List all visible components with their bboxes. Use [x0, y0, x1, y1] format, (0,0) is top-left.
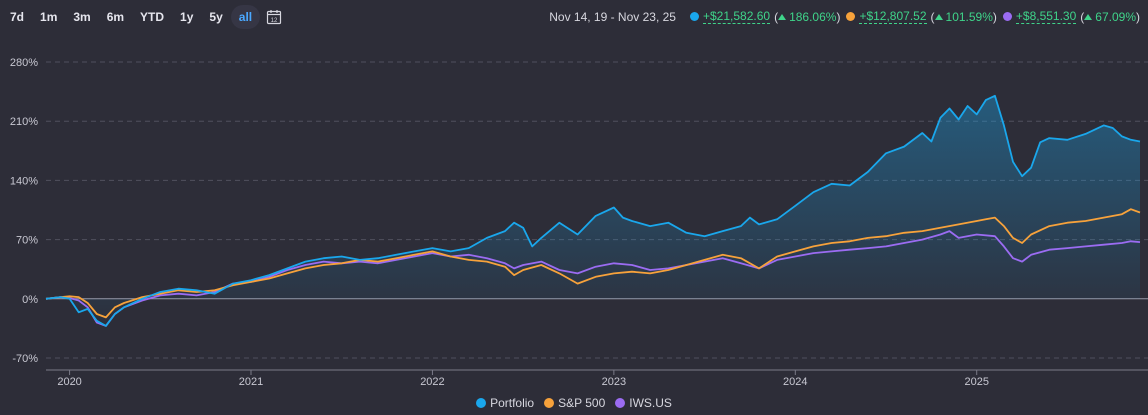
- legend-portfolio-dot-icon: [476, 398, 487, 408]
- iws-gain[interactable]: +$8,551.30: [1015, 9, 1077, 24]
- y-tick-label: 280%: [10, 57, 38, 69]
- range-3m-button[interactable]: 3m: [73, 10, 91, 24]
- toolbar: 7d 1m 3m 6m YTD 1y 5y all 12 Nov 14, 19 …: [0, 0, 1148, 34]
- legend-item-iws[interactable]: IWS.US: [615, 396, 672, 410]
- series-line-iws-us: [45, 230, 1141, 327]
- up-triangle-icon: [778, 13, 787, 20]
- legend-iws-dot-icon: [615, 398, 626, 408]
- range-5y-button[interactable]: 5y: [209, 10, 223, 24]
- summary-portfolio: +$21,582.60 (186.06%): [689, 9, 841, 24]
- x-tick-label: 2023: [602, 376, 626, 388]
- iws-dot-icon: [1002, 12, 1012, 21]
- series-area-0: [46, 95, 1140, 326]
- range-1m-button[interactable]: 1m: [40, 10, 58, 24]
- up-triangle-icon: [1084, 13, 1093, 20]
- x-tick-label: 2021: [239, 376, 263, 388]
- range-ytd-button[interactable]: YTD: [140, 10, 165, 24]
- y-tick-label: 210%: [10, 116, 38, 128]
- sp500-gain[interactable]: +$12,807.52: [859, 9, 927, 24]
- legend-sp500-label: S&P 500: [558, 396, 606, 410]
- series-line-portfolio: [45, 94, 1141, 327]
- range-1y-button[interactable]: 1y: [180, 10, 194, 24]
- portfolio-dot-icon: [689, 12, 699, 21]
- range-7d-button[interactable]: 7d: [10, 10, 25, 24]
- sp500-dot-icon: [846, 12, 856, 21]
- summary-iws: +$8,551.30 (67.09%): [1002, 9, 1140, 24]
- x-tick-label: 2024: [783, 376, 807, 388]
- y-tick-label: 0%: [22, 294, 38, 306]
- chart-legend: Portfolio S&P 500 IWS.US: [0, 396, 1148, 410]
- y-tick-label: 70%: [16, 235, 38, 247]
- legend-portfolio-label: Portfolio: [490, 396, 535, 410]
- svg-text:12: 12: [271, 18, 278, 24]
- iws-pct: (67.09%): [1080, 9, 1140, 24]
- range-all-button[interactable]: all: [230, 5, 261, 29]
- portfolio-gain[interactable]: +$21,582.60: [702, 9, 771, 24]
- range-selector: 7d 1m 3m 6m YTD 1y 5y all 12: [2, 5, 282, 29]
- y-tick-label: -70%: [12, 353, 38, 365]
- legend-item-portfolio[interactable]: Portfolio: [476, 396, 534, 410]
- y-tick-label: 140%: [10, 175, 38, 187]
- calendar-icon[interactable]: 12: [266, 9, 282, 25]
- date-range-label: Nov 14, 19 - Nov 23, 25: [549, 9, 676, 24]
- legend-sp500-dot-icon: [544, 398, 555, 408]
- series-line-s-p-500: [45, 208, 1141, 319]
- portfolio-pct: (186.06%): [774, 9, 841, 24]
- legend-iws-label: IWS.US: [629, 396, 672, 410]
- x-tick-label: 2020: [57, 376, 81, 388]
- performance-summary: Nov 14, 19 - Nov 23, 25 +$21,582.60 (186…: [549, 9, 1140, 24]
- sp500-pct: (101.59%): [930, 9, 997, 24]
- summary-sp500: +$12,807.52 (101.59%): [846, 9, 997, 24]
- up-triangle-icon: [934, 13, 943, 20]
- x-tick-label: 2025: [964, 376, 988, 388]
- legend-item-sp500[interactable]: S&P 500: [544, 396, 605, 410]
- x-tick-label: 2022: [420, 376, 444, 388]
- range-6m-button[interactable]: 6m: [106, 10, 125, 24]
